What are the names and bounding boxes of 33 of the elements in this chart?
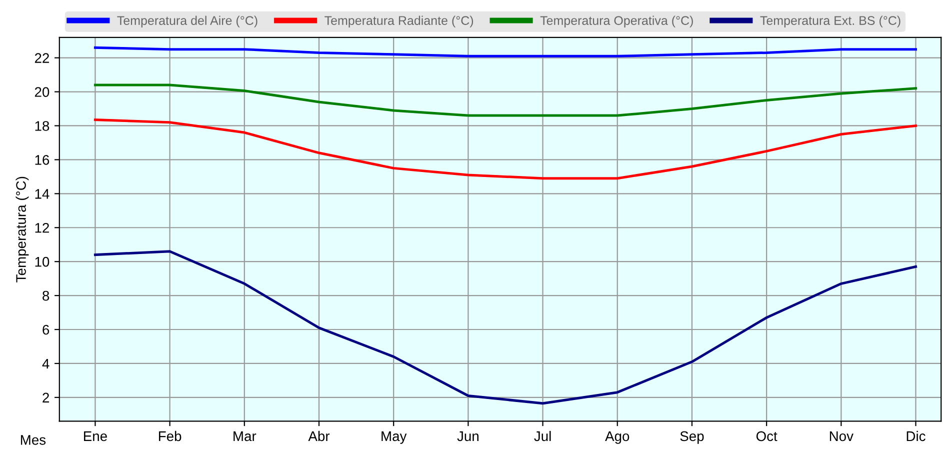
line-series	[94, 118, 917, 180]
y-tick-label: 22	[34, 53, 49, 63]
line-series	[94, 46, 917, 58]
x-tick-label: May	[382, 431, 407, 444]
y-tick-label: 8	[42, 290, 50, 301]
legend-label: Temperatura Ext. BS (°C)	[760, 16, 900, 28]
y-tick-label: 16	[35, 155, 50, 165]
x-tick-label: Dic	[906, 430, 926, 442]
legend-label: Temperatura Radiante (°C)	[324, 16, 474, 28]
y-tick-label: 12	[35, 222, 49, 233]
y-axis-title: Temperatura (°C)	[16, 176, 29, 282]
x-axis-title: Mes	[20, 435, 46, 445]
y-tick-label: 14	[35, 189, 50, 199]
x-tick-label: Feb	[158, 430, 182, 442]
x-tick-label: Ago	[605, 431, 630, 444]
x-tick-label: Abr	[308, 430, 330, 442]
y-tick-label: 20	[34, 87, 50, 97]
y-tick-label: 10	[35, 256, 50, 267]
x-tick-label: Jul	[534, 430, 551, 442]
legend-label: Temperatura del Aire (°C)	[117, 16, 258, 28]
x-tick-label: Sep	[680, 431, 704, 444]
line-series	[94, 84, 917, 117]
x-tick-label: Oct	[756, 431, 778, 442]
x-tick-label: Mar	[234, 431, 256, 442]
x-tick-label: Ene	[84, 431, 107, 442]
y-tick-label: 6	[42, 324, 50, 335]
x-tick-label: Nov	[830, 431, 854, 442]
legend-label: Temperatura Operativa (°C)	[540, 16, 693, 28]
y-tick-label: 18	[35, 121, 50, 131]
x-tick-label: Jun	[457, 431, 478, 442]
y-tick-label: 4	[42, 358, 50, 368]
y-tick-label: 2	[42, 392, 49, 402]
line-series	[94, 250, 917, 405]
